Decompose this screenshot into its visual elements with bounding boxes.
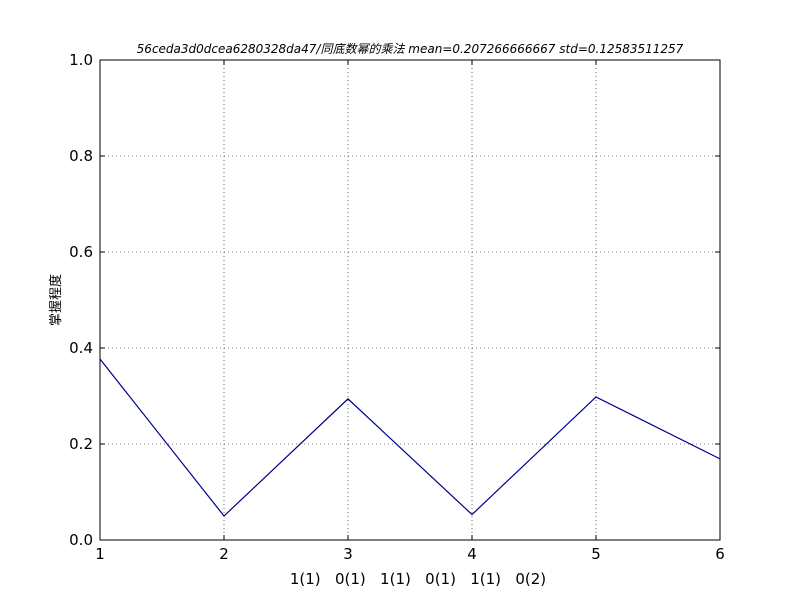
y-tick-label: 0.0: [69, 531, 93, 549]
x-tick-labels: 1 2 3 4 5 6: [95, 545, 725, 563]
y-tick-label: 0.2: [69, 435, 93, 453]
x-tick-label: 5: [591, 545, 601, 563]
x-tick-label: 2: [219, 545, 229, 563]
x-axis-caption: 1(1) 0(1) 1(1) 0(1) 1(1) 0(2): [290, 570, 546, 588]
grid: [99, 59, 721, 541]
y-tick-label: 0.6: [69, 243, 93, 261]
series-layer: [99, 358, 721, 517]
tick-marks: [99, 59, 721, 541]
x-tick-label: 4: [467, 545, 477, 563]
y-tick-label: 0.4: [69, 339, 93, 357]
x-tick-label: 1: [95, 545, 105, 563]
y-axis-label: 掌握程度: [48, 274, 64, 326]
y-tick-labels: 0.0 0.2 0.4 0.6 0.8 1.0: [69, 51, 93, 549]
plot-frame: [99, 59, 721, 541]
x-tick-label: 3: [343, 545, 353, 563]
y-tick-label: 1.0: [69, 51, 93, 69]
series-line-0: [99, 358, 721, 517]
chart-title: 56ceda3d0dcea6280328da47/同底数幂的乘法 mean=0.…: [137, 42, 684, 56]
x-tick-label: 6: [715, 545, 725, 563]
y-tick-label: 0.8: [69, 147, 93, 165]
